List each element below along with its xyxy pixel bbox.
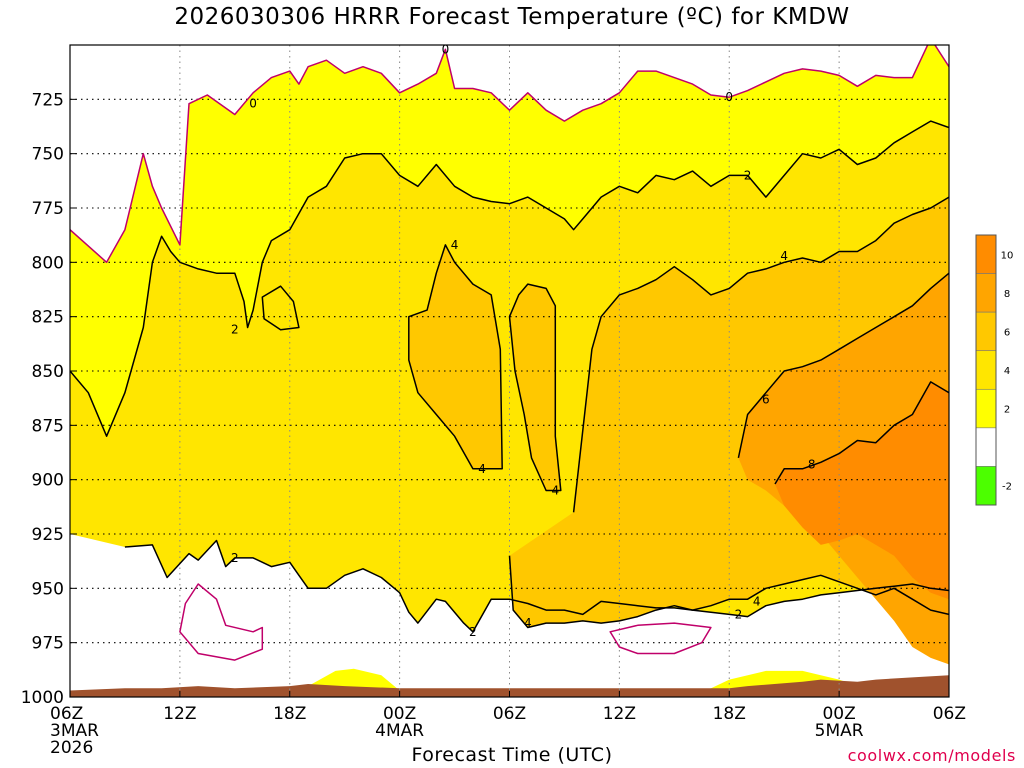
y-tick-label: 750 bbox=[32, 145, 64, 165]
contour-label-2: 2 bbox=[231, 323, 239, 337]
y-tick-label: 925 bbox=[32, 525, 64, 545]
contour-label-2: 2 bbox=[735, 607, 743, 621]
axis-ticks: 725750775800825850875900925950975100006Z… bbox=[21, 90, 966, 758]
colorbar: 10 8 6 4 2 -2 bbox=[975, 234, 1014, 506]
colorbar-label: 10 bbox=[1001, 250, 1014, 261]
contour-0-line bbox=[609, 622, 712, 655]
contour-label-4: 4 bbox=[551, 484, 559, 498]
contour-lines bbox=[70, 45, 949, 661]
colorbar-swatch bbox=[975, 234, 997, 274]
y-tick-label: 975 bbox=[32, 634, 64, 654]
y-tick-label: 1000 bbox=[21, 688, 64, 708]
contour-label-4: 4 bbox=[524, 616, 532, 630]
y-tick-label: 950 bbox=[32, 579, 64, 599]
contour-label-2: 2 bbox=[231, 551, 239, 565]
contour-4-line bbox=[508, 283, 562, 492]
colorbar-frame bbox=[975, 234, 997, 506]
contour-label-4: 4 bbox=[780, 249, 788, 263]
y-tick-label: 800 bbox=[32, 253, 64, 273]
y-tick-label: 850 bbox=[32, 362, 64, 382]
y-tick-label: 775 bbox=[32, 199, 64, 219]
fill-4-to-6-column bbox=[509, 284, 561, 491]
contour-0-line bbox=[179, 583, 264, 661]
contour-label-0: 0 bbox=[249, 97, 257, 111]
x-tick-sublabel: 4MAR bbox=[375, 721, 424, 741]
contour-label-4: 4 bbox=[753, 594, 761, 608]
x-tick-label: 18Z bbox=[273, 704, 306, 724]
colorbar-swatch bbox=[975, 388, 997, 429]
x-axis-label: Forecast Time (UTC) bbox=[411, 744, 613, 766]
x-tick-label: 12Z bbox=[163, 704, 196, 724]
colorbar-label: -2 bbox=[1002, 482, 1012, 493]
contour-4-line bbox=[508, 555, 949, 629]
fill-below-minus-2 bbox=[70, 45, 92, 126]
x-tick-sublabel: 3MAR bbox=[50, 721, 99, 741]
x-tick-label: 00Z bbox=[822, 704, 855, 724]
contour-label-4: 4 bbox=[451, 238, 459, 252]
contour-2-line bbox=[261, 285, 300, 331]
colorbar-label: 8 bbox=[1004, 289, 1010, 300]
x-tick-label: 18Z bbox=[713, 704, 746, 724]
colorbar-label: 2 bbox=[1004, 405, 1010, 416]
x-tick-label: 06Z bbox=[933, 704, 966, 724]
y-tick-label: 900 bbox=[32, 471, 64, 491]
colorbar-swatch bbox=[975, 273, 997, 313]
colorbar-swatch bbox=[975, 427, 997, 467]
temperature-fill-layer bbox=[70, 45, 949, 697]
colorbar-swatch bbox=[975, 466, 997, 506]
fill-8-plus bbox=[775, 381, 949, 600]
fill-below-minus-2 bbox=[134, 45, 180, 104]
x-tick-label: 06Z bbox=[50, 704, 83, 724]
y-tick-label: 875 bbox=[32, 416, 64, 436]
x-tick-label: 06Z bbox=[493, 704, 526, 724]
contour-label-0: 0 bbox=[725, 90, 733, 104]
y-tick-label: 825 bbox=[32, 308, 64, 328]
fill-4-to-6-column bbox=[408, 244, 503, 469]
x-tick-sublabel: 5MAR bbox=[815, 721, 864, 741]
colorbar-swatch bbox=[975, 350, 997, 390]
fill-below-0-pocket bbox=[610, 623, 711, 654]
colorbar-label: 6 bbox=[1004, 327, 1010, 338]
credit-link[interactable]: coolwx.com/models bbox=[847, 746, 1016, 765]
contour-label-6: 6 bbox=[762, 392, 770, 406]
x-tick-label: 12Z bbox=[603, 704, 636, 724]
contour-2-line bbox=[124, 539, 949, 633]
gridlines bbox=[70, 45, 949, 697]
fill-0-to-2-aloft bbox=[70, 45, 949, 437]
contour-label-0: 0 bbox=[442, 42, 450, 56]
contour-6-line bbox=[737, 272, 949, 459]
x-tick-sublabel: 2026 bbox=[50, 738, 93, 758]
x-tick-label: 00Z bbox=[383, 704, 416, 724]
contour-4-line bbox=[408, 244, 503, 470]
colorbar-swatch bbox=[975, 311, 997, 352]
contour-2-line bbox=[70, 120, 949, 437]
contour-label-8: 8 bbox=[808, 457, 816, 471]
y-tick-label: 725 bbox=[32, 90, 64, 110]
contour-4-line bbox=[572, 196, 949, 513]
chart-title: 2026030306 HRRR Forecast Temperature (ºC… bbox=[174, 4, 850, 30]
fill-below-0-pocket bbox=[179, 584, 263, 661]
contour-8-line bbox=[774, 381, 949, 485]
contour-label-2: 2 bbox=[469, 625, 477, 639]
contour-label-4: 4 bbox=[478, 462, 486, 476]
contour-label-2: 2 bbox=[744, 168, 752, 182]
colorbar-label: 4 bbox=[1004, 366, 1010, 377]
contour-0-line bbox=[70, 45, 949, 264]
